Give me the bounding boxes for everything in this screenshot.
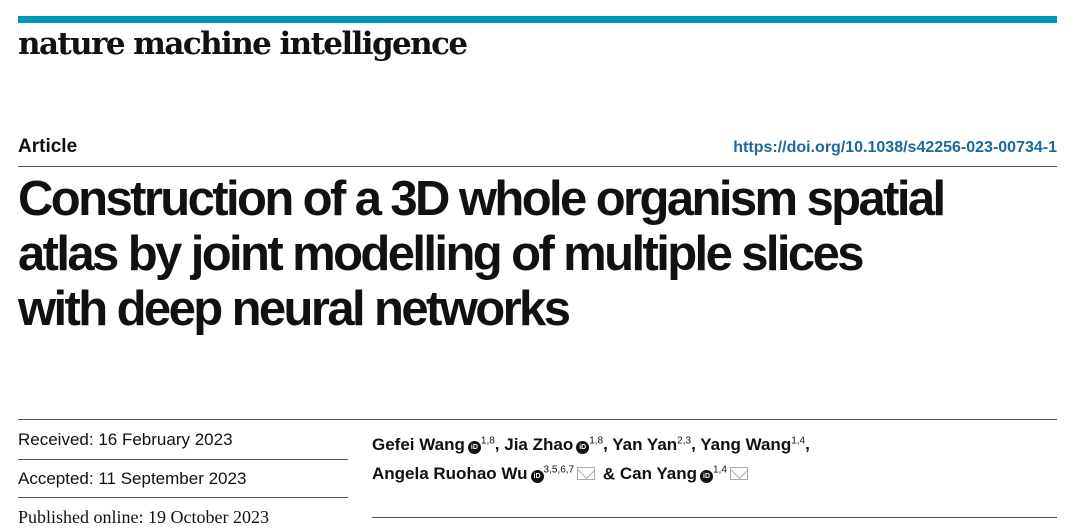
- journal-name[interactable]: nature machine intelligence: [18, 26, 468, 62]
- divider: [372, 517, 1057, 518]
- orcid-icon[interactable]: iD: [467, 440, 481, 454]
- article-type: Article: [18, 136, 78, 157]
- journal-accent-bar: [18, 16, 1057, 23]
- divider: [18, 497, 348, 498]
- orcid-icon[interactable]: iD: [576, 440, 590, 454]
- author[interactable]: Yan Yan2,3: [612, 434, 692, 454]
- title-line: with deep neural networks: [18, 282, 571, 336]
- orcid-icon[interactable]: iD: [700, 470, 713, 484]
- title-line: Construction of a 3D whole organism spat…: [18, 172, 946, 226]
- published-date: Published online: 19 October 2023: [18, 507, 269, 527]
- accepted-date: Accepted: 11 September 2023: [18, 469, 247, 488]
- divider: [18, 166, 1057, 167]
- author[interactable]: Yang Wang1,4: [700, 434, 806, 454]
- author[interactable]: Can Yang iD1,4: [620, 464, 751, 484]
- divider: [18, 459, 348, 460]
- envelope-icon[interactable]: [577, 467, 596, 481]
- orcid-icon[interactable]: iD: [530, 470, 544, 484]
- author-list: Gefei Wang iD1,8, Jia Zhao iD1,8, Yan Yan2…: [372, 434, 810, 484]
- doi-link[interactable]: https://doi.org/10.1038/s42256-023-00734…: [733, 139, 1057, 156]
- author[interactable]: Jia Zhao iD1,8: [504, 434, 604, 454]
- author[interactable]: Gefei Wang iD1,8: [372, 434, 495, 454]
- received-date: Received: 16 February 2023: [18, 430, 233, 449]
- article-title: Construction of a 3D whole organism spat…: [18, 172, 1078, 337]
- title-line: atlas by joint modelling of multiple sli…: [18, 227, 864, 281]
- envelope-icon[interactable]: [729, 467, 748, 481]
- divider: [18, 419, 1057, 420]
- author[interactable]: Angela Ruohao Wu iD3,5,6,7: [372, 464, 598, 484]
